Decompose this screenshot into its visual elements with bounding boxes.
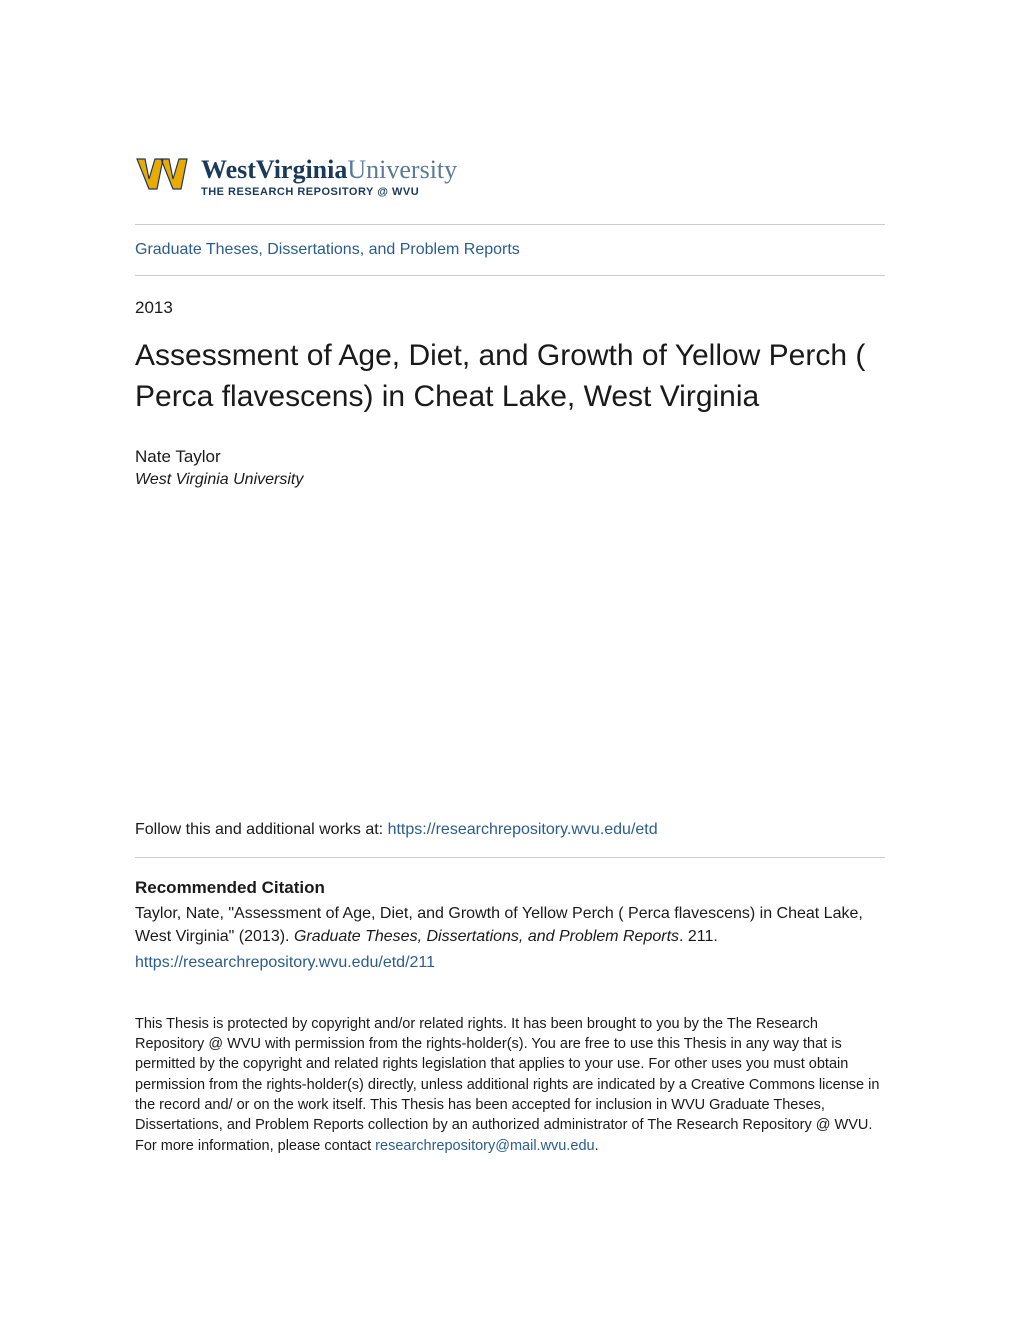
divider-mid [135,275,885,276]
disclaimer-text-1: This Thesis is protected by copyright an… [135,1016,879,1154]
logo-title: WestVirginiaUniversity [201,156,457,185]
citation-text-2: . 211. [679,928,718,945]
logo-title-light: University [347,155,457,184]
citation-body: Taylor, Nate, "Assessment of Age, Diet, … [135,902,885,974]
author-block: Nate Taylor West Virginia University [135,445,885,491]
document-title: Assessment of Age, Diet, and Growth of Y… [135,336,885,417]
publication-year: 2013 [135,298,885,318]
disclaimer-text-2: . [595,1138,599,1154]
follow-link[interactable]: https://researchrepository.wvu.edu/etd [388,821,658,838]
citation-heading: Recommended Citation [135,878,885,898]
logo-text: WestVirginiaUniversity THE RESEARCH REPO… [201,156,457,199]
logo-title-bold: WestVirginia [201,155,347,184]
citation-link[interactable]: https://researchrepository.wvu.edu/etd/2… [135,951,885,974]
collection-link[interactable]: Graduate Theses, Dissertations, and Prob… [135,225,885,275]
institution-logo-block: WestVirginiaUniversity THE RESEARCH REPO… [135,155,885,199]
content-spacer [135,491,885,821]
contact-email-link[interactable]: researchrepository@mail.wvu.edu [375,1138,594,1154]
author-name: Nate Taylor [135,447,221,466]
follow-prefix: Follow this and additional works at: [135,821,388,838]
logo-subtitle: THE RESEARCH REPOSITORY @ WVU [201,186,457,198]
wv-logo-icon [135,155,189,199]
document-page: WestVirginiaUniversity THE RESEARCH REPO… [0,0,1020,1256]
citation-series: Graduate Theses, Dissertations, and Prob… [294,928,679,945]
follow-works-line: Follow this and additional works at: htt… [135,821,885,839]
copyright-disclaimer: This Thesis is protected by copyright an… [135,1014,885,1156]
divider-citation [135,857,885,858]
author-affiliation: West Virginia University [135,469,885,491]
